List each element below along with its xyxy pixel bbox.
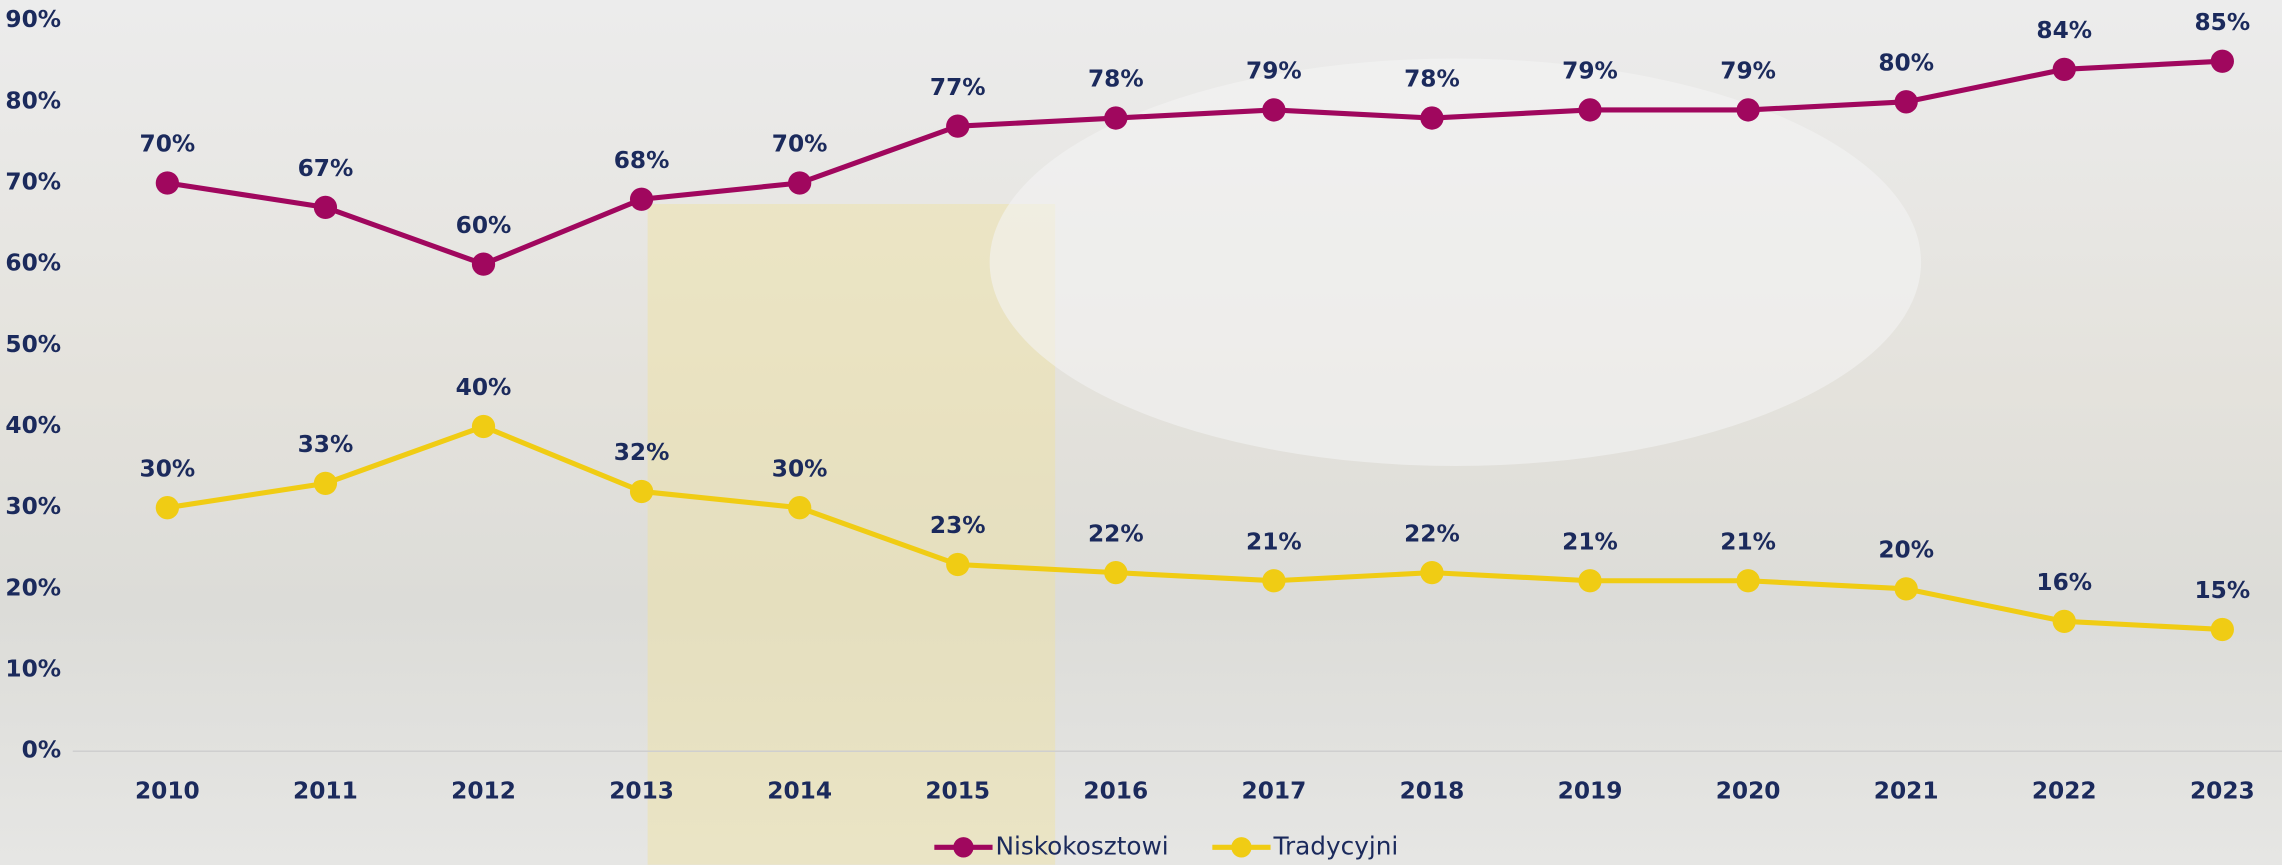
legend-marker bbox=[953, 837, 974, 858]
y-tick-label: 50% bbox=[5, 331, 61, 358]
x-tick-label: 2023 bbox=[2190, 777, 2255, 804]
x-tick-label: 2018 bbox=[1400, 777, 1465, 804]
data-label: 20% bbox=[1878, 537, 1934, 564]
data-point bbox=[788, 171, 812, 195]
data-label: 60% bbox=[456, 212, 512, 239]
data-point bbox=[313, 195, 338, 219]
y-tick-label: 90% bbox=[5, 6, 61, 33]
data-label: 79% bbox=[1720, 58, 1776, 85]
data-point bbox=[1578, 569, 1602, 593]
data-label: 40% bbox=[456, 374, 512, 401]
data-point bbox=[1420, 560, 1444, 585]
series-line bbox=[166, 58, 2223, 267]
data-label: 79% bbox=[1562, 58, 1618, 85]
x-tick-label: 2017 bbox=[1242, 777, 1307, 804]
data-point bbox=[2210, 617, 2234, 642]
data-point bbox=[2052, 609, 2076, 633]
background-plane bbox=[989, 58, 1922, 466]
data-point bbox=[1894, 577, 1918, 601]
data-label: 23% bbox=[930, 512, 986, 539]
data-point bbox=[1736, 569, 1760, 593]
y-tick-label: 20% bbox=[5, 574, 61, 601]
data-label: 22% bbox=[1404, 520, 1460, 547]
data-label: 21% bbox=[1720, 528, 1776, 555]
x-tick-label: 2022 bbox=[2032, 777, 2097, 804]
data-point bbox=[2210, 49, 2234, 73]
y-tick-label: 10% bbox=[5, 656, 61, 683]
data-point bbox=[1262, 98, 1286, 122]
y-tick-label: 60% bbox=[5, 250, 61, 277]
data-label: 30% bbox=[772, 455, 828, 482]
x-tick-label: 2016 bbox=[1083, 777, 1148, 804]
legend-label: Niskokosztowi bbox=[995, 831, 1168, 860]
x-tick-label: 2021 bbox=[1874, 777, 1939, 804]
data-point bbox=[155, 496, 180, 520]
x-tick-label: 2013 bbox=[609, 777, 674, 804]
data-point bbox=[471, 414, 496, 439]
data-point bbox=[313, 471, 338, 495]
y-tick-label: 80% bbox=[5, 87, 61, 114]
data-point bbox=[788, 496, 812, 520]
data-label: 77% bbox=[930, 74, 986, 101]
background-figure bbox=[647, 204, 1056, 865]
data-point bbox=[1420, 106, 1444, 130]
x-tick-label: 2011 bbox=[293, 777, 358, 804]
data-label: 78% bbox=[1404, 66, 1460, 93]
x-tick-label: 2014 bbox=[767, 777, 832, 804]
data-label: 85% bbox=[2194, 9, 2250, 36]
data-label: 21% bbox=[1246, 528, 1302, 555]
data-label: 70% bbox=[772, 131, 828, 158]
x-tick-label: 2012 bbox=[451, 777, 516, 804]
data-point bbox=[471, 252, 496, 276]
data-label: 33% bbox=[298, 431, 354, 458]
data-point bbox=[629, 187, 654, 211]
data-label: 30% bbox=[140, 455, 196, 482]
data-label: 68% bbox=[614, 147, 670, 174]
data-point bbox=[1262, 569, 1286, 593]
x-tick-label: 2015 bbox=[925, 777, 990, 804]
data-point bbox=[946, 114, 970, 138]
data-point bbox=[155, 171, 180, 195]
y-tick-label: 70% bbox=[5, 168, 61, 195]
data-point bbox=[1104, 106, 1128, 130]
data-point bbox=[946, 552, 970, 577]
y-tick-label: 0% bbox=[22, 737, 61, 764]
data-point bbox=[1104, 560, 1128, 585]
legend-marker bbox=[1231, 837, 1252, 858]
data-label: 32% bbox=[614, 439, 670, 466]
data-label: 67% bbox=[298, 155, 354, 182]
y-tick-label: 40% bbox=[5, 412, 61, 439]
data-label: 15% bbox=[2194, 577, 2250, 604]
data-point bbox=[1736, 98, 1760, 122]
x-tick-label: 2020 bbox=[1716, 777, 1781, 804]
data-point bbox=[1578, 98, 1602, 122]
data-label: 80% bbox=[1878, 49, 1934, 76]
x-tick-label: 2010 bbox=[135, 777, 200, 804]
data-label: 78% bbox=[1088, 66, 1144, 93]
data-point bbox=[1894, 90, 1918, 114]
series-line bbox=[166, 423, 2223, 633]
data-point bbox=[629, 479, 654, 504]
legend-label: Tradycyjni bbox=[1272, 831, 1398, 860]
y-tick-label: 30% bbox=[5, 493, 61, 520]
x-tick-label: 2019 bbox=[1558, 777, 1623, 804]
data-label: 79% bbox=[1246, 58, 1302, 85]
data-label: 70% bbox=[140, 131, 196, 158]
data-label: 21% bbox=[1562, 528, 1618, 555]
data-point bbox=[2052, 57, 2076, 81]
data-label: 84% bbox=[2036, 17, 2092, 44]
data-label: 22% bbox=[1088, 520, 1144, 547]
data-label: 16% bbox=[2036, 569, 2092, 596]
